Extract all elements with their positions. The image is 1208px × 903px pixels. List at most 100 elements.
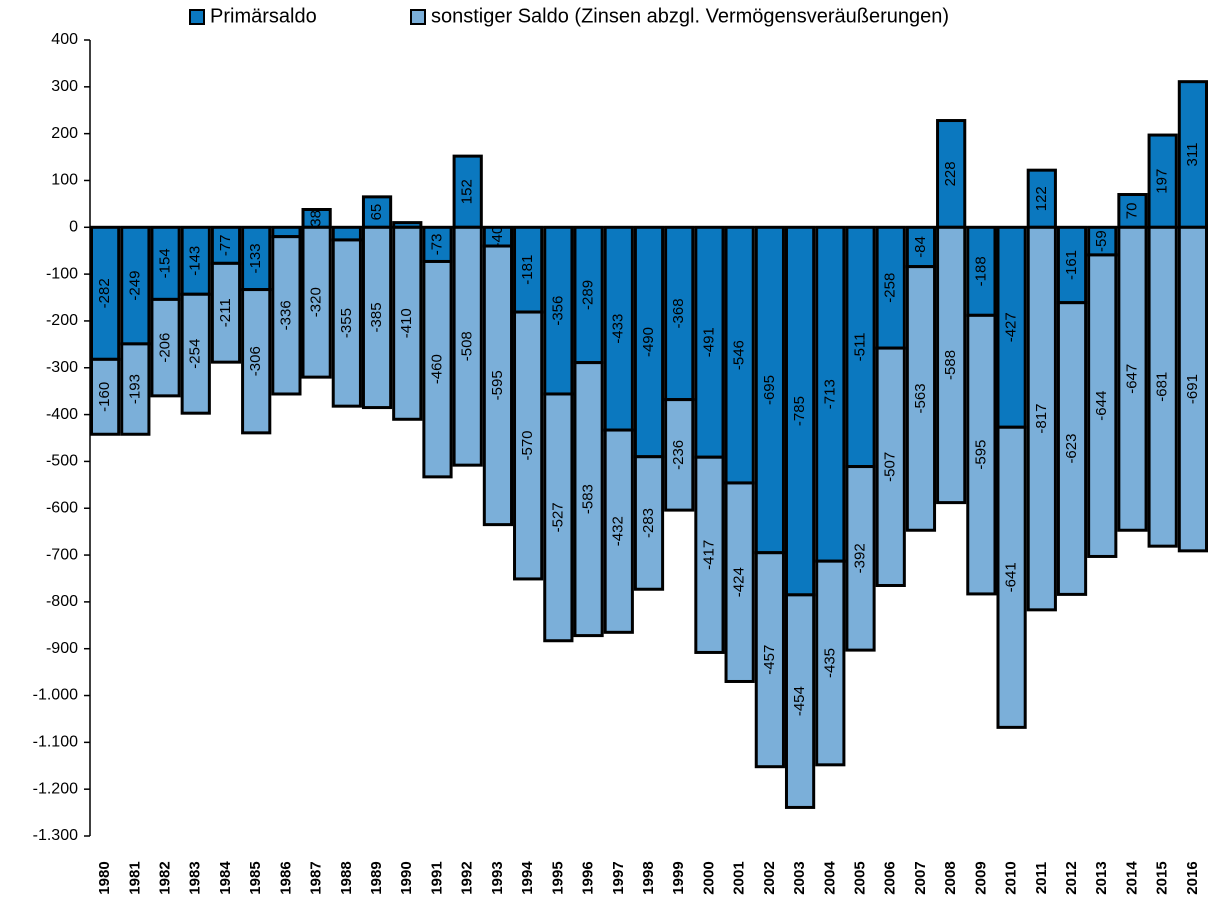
value-label: -143 [187,246,204,276]
x-tick-label: 1993 [489,861,506,894]
bar-segment [271,235,302,396]
x-tick-label: 1990 [398,861,415,894]
value-label: -588 [942,350,959,380]
value-label: -206 [157,333,174,363]
bar-segment [875,346,906,587]
value-label: -454 [791,686,808,716]
value-label: -133 [247,243,264,273]
value-label: -410 [398,308,415,338]
y-tick-label: -400 [46,406,78,423]
x-tick-label: 2012 [1063,861,1080,894]
value-label: -160 [96,382,113,412]
x-tick-label: 2001 [731,861,748,894]
bar-segment [1177,225,1208,553]
bar-segment [1026,225,1057,612]
x-tick-label: 2004 [821,861,838,895]
bar-segment [513,225,544,314]
value-label: -713 [821,379,838,409]
value-label: -681 [1154,372,1171,402]
bar-segment [754,551,785,769]
bar-segment [815,559,846,767]
bar-segment [1147,133,1178,229]
x-tick-label: 2010 [1003,861,1020,894]
x-tick-label: 2003 [791,861,808,894]
value-label: -490 [640,327,657,357]
y-tick-label: -1.100 [33,734,78,751]
value-label: -427 [1003,312,1020,342]
value-label: -193 [126,374,143,404]
x-tick-label: 2014 [1123,861,1140,895]
bar-segment [452,154,483,229]
y-tick-label: 200 [51,125,78,142]
y-tick-label: -100 [46,265,78,282]
bar-segment [482,244,514,527]
value-label: -336 [277,300,294,330]
value-label: -424 [731,567,748,597]
value-label: -282 [96,278,113,308]
value-label: -211 [217,298,234,327]
x-tick-label: 1996 [580,861,597,894]
value-label: 38 [308,210,325,227]
value-label: -154 [157,248,174,278]
value-label: -491 [700,327,717,357]
value-label: -570 [519,430,536,460]
x-tick-label: 1995 [549,861,566,894]
x-tick-label: 1984 [217,861,234,895]
x-tick-label: 1994 [519,861,536,895]
x-tick-label: 1982 [157,861,174,894]
x-tick-label: 1999 [670,861,687,894]
x-tick-label: 2013 [1093,861,1110,894]
value-label: -623 [1063,434,1080,464]
value-label: -355 [338,308,355,338]
value-label: -595 [489,370,506,400]
value-label: -432 [610,516,627,546]
x-tick-label: 1997 [610,861,627,894]
value-label: -40 [489,226,506,248]
bar-segment [936,225,967,505]
value-label: -691 [1184,374,1201,404]
y-tick-label: -1.300 [33,827,78,844]
value-label: -527 [549,502,566,532]
value-label: -161 [1063,250,1080,280]
bar-segment [1056,301,1088,596]
value-label: -563 [912,383,929,413]
value-label: -546 [731,340,748,370]
y-tick-label: 0 [69,219,78,236]
x-tick-label: 2000 [700,861,717,894]
x-tick-label: 2002 [761,861,778,894]
bar-segment [996,425,1027,729]
value-label: -457 [761,645,778,675]
bar-segment [90,357,121,436]
y-tick-label: -1.000 [33,687,78,704]
value-label: -435 [821,648,838,678]
bar-segment [633,455,665,591]
legend-label: Primärsaldo [210,5,317,27]
bar-segment [241,288,272,435]
bar-segment [1117,225,1148,532]
bar-segment [331,238,362,408]
value-label: -249 [126,271,143,301]
x-tick-label: 1989 [368,861,385,894]
value-label: -181 [519,255,536,285]
bar-segment [815,225,846,563]
y-tick-label: -900 [46,640,78,657]
bar-segment [724,481,755,683]
value-label: 70 [1123,203,1140,220]
legend-swatch [410,9,426,25]
value-label: 197 [1154,169,1171,194]
x-tick-label: 2005 [851,861,868,894]
value-label: -644 [1093,391,1110,421]
bar-segment [543,392,574,643]
x-tick-label: 1980 [96,861,113,894]
y-tick-label: -700 [46,546,78,563]
bar-segment [120,342,151,436]
x-tick-label: 1987 [308,861,325,894]
legend-label: sonstiger Saldo (Zinsen abzgl. Vermögens… [431,5,949,27]
value-label: 65 [368,204,385,221]
x-tick-label: 1983 [187,861,204,894]
value-label: -73 [428,234,445,256]
bar-segment [150,225,181,301]
y-tick-label: -1.200 [33,780,78,797]
bar-segment [784,593,816,809]
